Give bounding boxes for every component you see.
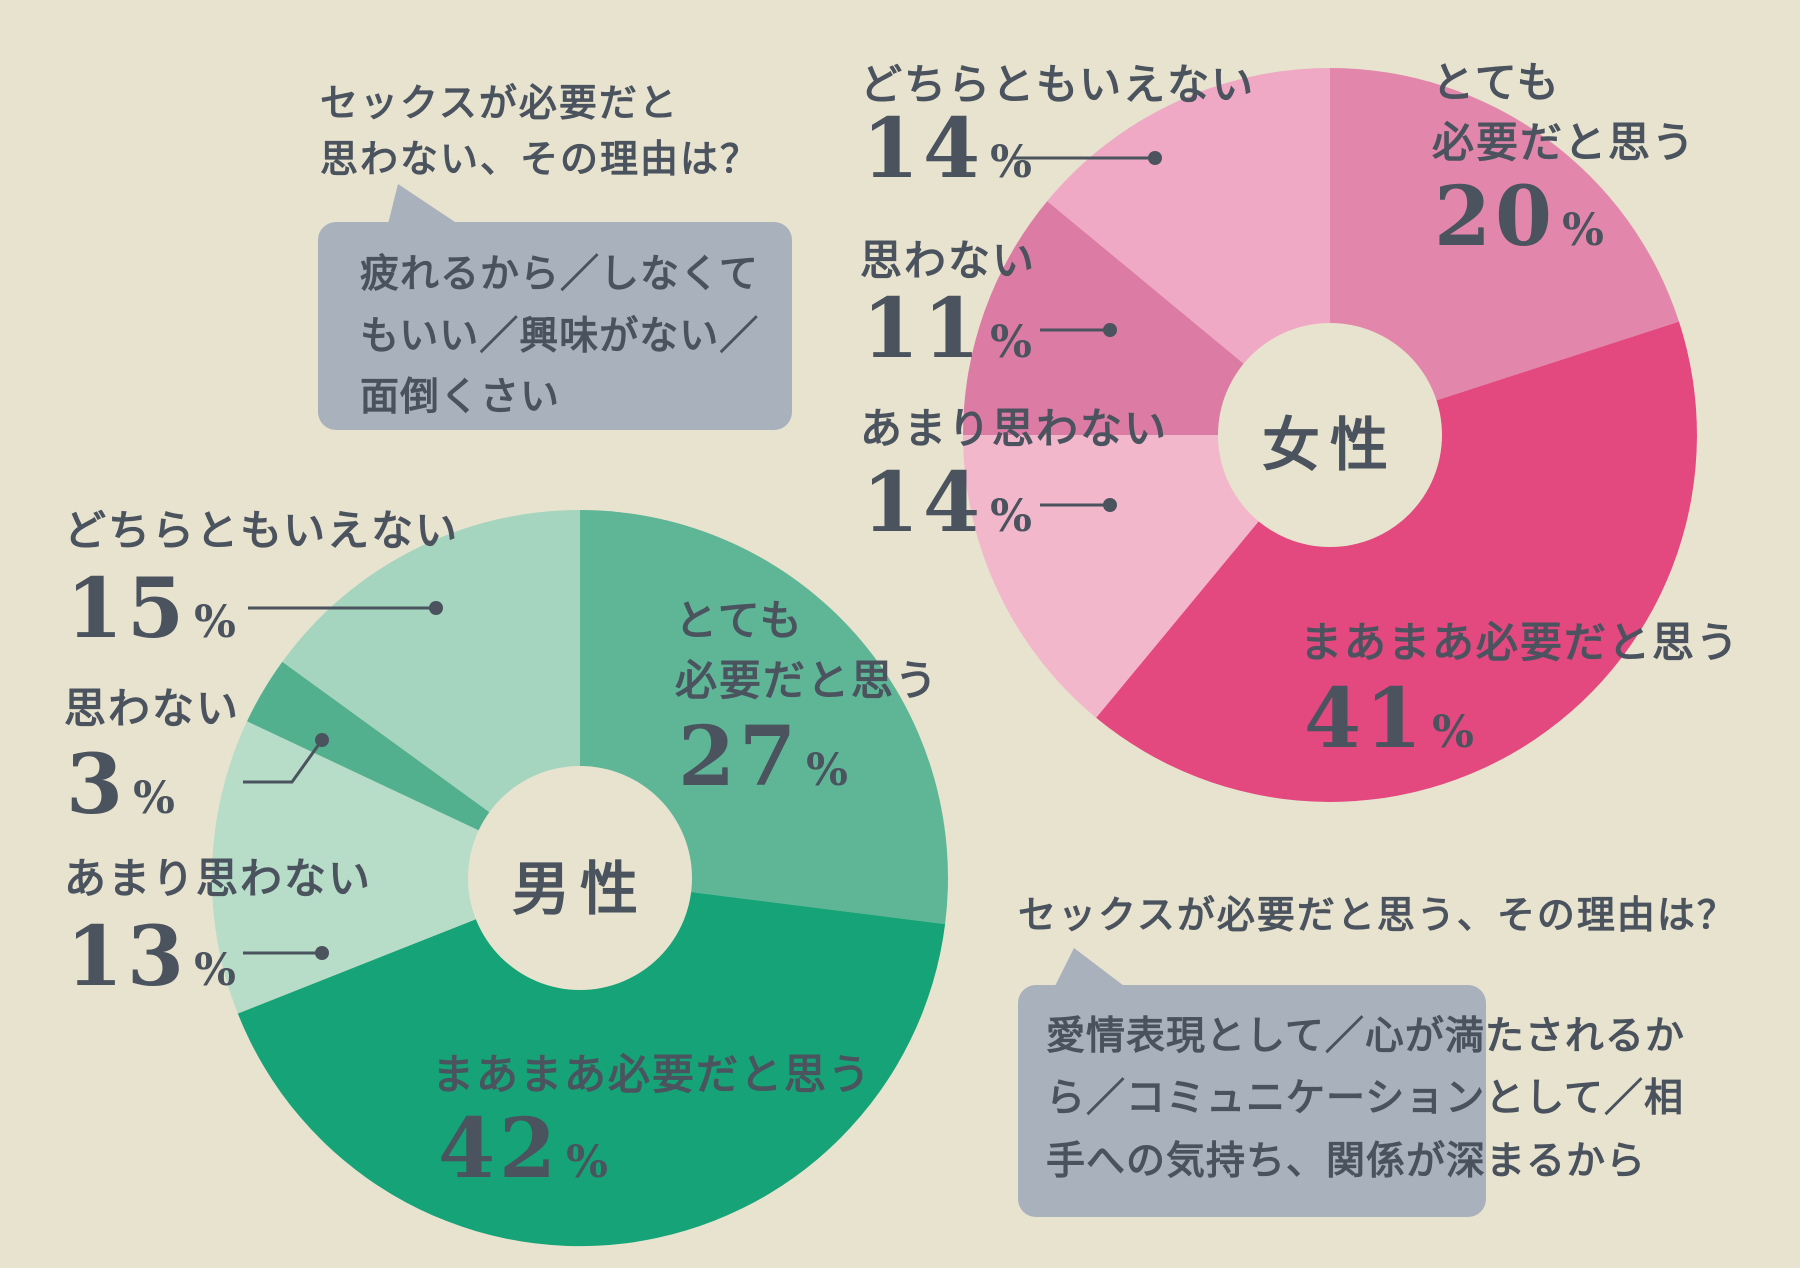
women-label-not-think: 思わない [860,237,1037,284]
leader-line-4 [243,739,324,784]
leader-dot-1 [1103,323,1117,337]
men-label-very-line1: とても [675,597,804,644]
percent-sign: % [194,945,236,996]
men-value-not-really: 13% [66,916,236,998]
women-value-not-think: 11% [862,288,1032,370]
leader-dot-2 [1103,498,1117,512]
leader-dot-0 [1148,151,1162,165]
percent-sign: % [806,745,848,796]
women-center-label: 女性 [1261,413,1399,478]
men-slice-4 [282,510,580,878]
men-center-label: 男性 [511,857,649,922]
bubble-tail-0 [386,184,470,232]
percent-sign: % [1562,205,1604,256]
men-label-somewhat: まあまあ必要だと思う [432,1051,873,1098]
callout-bubble-necessary [1018,985,1486,1217]
women-slice-1 [1096,321,1697,802]
percent-sign: % [133,773,175,824]
men-label-neither: どちらともいえない [64,507,460,554]
men-value-somewhat: 42% [438,1108,608,1190]
women-label-not-really: あまり思わない [860,405,1169,452]
men-slice-1 [237,878,946,1247]
percent-sign: % [566,1137,608,1188]
answer-line: 面倒くさい [360,376,561,420]
women-value-very: 20% [1434,176,1604,258]
women-label-very-line1: とても [1432,59,1561,106]
women-label-very-line2: 必要だと思う [1432,119,1697,166]
question-line: 思わない、その理由は？ [320,139,761,181]
women-donut-hole [1218,323,1442,547]
value-number: 20 [1434,169,1557,265]
men-label-not-think: 思わない [64,685,241,732]
bubble-tail-1 [1052,948,1132,992]
men-value-very: 27% [678,716,848,798]
value-number: 15 [66,561,189,657]
value-number: 13 [66,909,189,1005]
callout-answer-necessary: 愛情表現として／心が満たされるか ら／コミュニケーションとして／相 手への気持ち… [1046,1006,1685,1193]
question-line: セックスが必要だと [320,83,679,125]
percent-sign: % [990,317,1032,368]
value-number: 41 [1304,671,1427,767]
men-donut-hole [468,766,692,990]
women-slice-0 [1330,68,1679,435]
men-label-very-line2: 必要だと思う [675,657,940,704]
value-number: 11 [862,281,985,377]
value-number: 14 [862,101,985,197]
women-label-somewhat: まあまあ必要だと思う [1300,619,1741,666]
question-line: セックスが必要だと思う、その理由は？ [1018,895,1737,937]
answer-line: 疲れるから／しなくて [360,253,759,296]
value-number: 3 [66,737,128,833]
women-label-neither: どちらともいえない [860,61,1256,108]
leader-dot-4 [315,733,329,747]
women-value-somewhat: 41% [1304,678,1474,760]
answer-line: 手への気持ち、関係が深まるから [1046,1139,1647,1183]
callout-answer-not-necessary: 疲れるから／しなくて もいい／興味がない／ 面倒くさい [360,244,759,429]
value-number: 14 [862,455,985,551]
answer-line: ら／コミュニケーションとして／相 [1046,1077,1685,1121]
answer-line: 愛情表現として／心が満たされるか [1046,1015,1685,1058]
men-slice-2 [211,721,580,1014]
percent-sign: % [990,137,1032,188]
percent-sign: % [990,491,1032,542]
men-donut-chart [211,510,948,1247]
women-slice-4 [1047,68,1330,435]
women-value-not-really: 14% [862,462,1032,544]
percent-sign: % [194,597,236,648]
answer-line: もいい／興味がない／ [360,314,760,358]
men-value-neither: 15% [66,568,236,650]
men-value-not-think: 3% [66,744,175,826]
leader-dot-5 [315,946,329,960]
question-not-necessary: セックスが必要だと 思わない、その理由は？ [320,76,760,188]
value-number: 27 [678,709,801,805]
callout-bubble-not-necessary [318,222,792,430]
question-necessary: セックスが必要だと思う、その理由は？ [1018,888,1737,944]
leader-dot-3 [429,601,443,615]
value-number: 42 [438,1101,561,1197]
women-value-neither: 14% [862,108,1032,190]
percent-sign: % [1432,707,1474,758]
men-label-not-really: あまり思わない [64,855,373,902]
